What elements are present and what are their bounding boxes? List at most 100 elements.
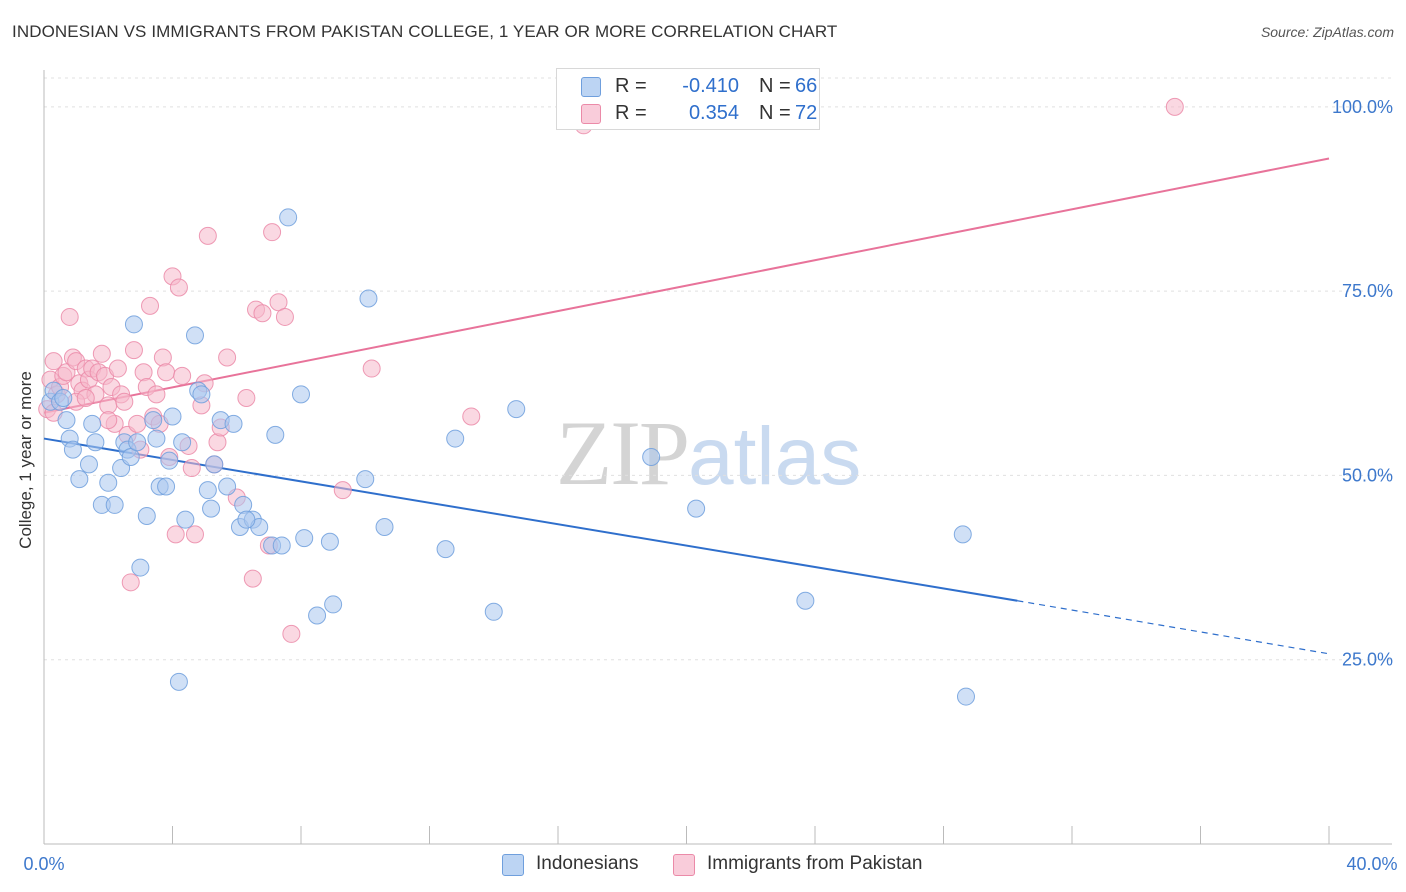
- legend-n-label: N =: [759, 75, 791, 97]
- indonesians-point: [234, 495, 253, 514]
- y-tick-label: 50.0%: [1342, 465, 1393, 485]
- indonesians-point: [324, 595, 343, 614]
- indonesians-point: [173, 433, 192, 452]
- indonesians-point: [953, 525, 972, 544]
- pakistan-point: [263, 223, 282, 242]
- pakistan-point: [153, 348, 172, 367]
- legend-n-value: 72: [795, 102, 818, 124]
- y-axis-label: College, 1 year or more: [16, 371, 35, 549]
- pakistan-point: [134, 363, 153, 382]
- indonesians-point: [147, 429, 166, 448]
- pakistan-point: [141, 296, 160, 315]
- pakistan-point: [76, 389, 95, 408]
- indonesians-point: [131, 558, 150, 577]
- x-tick-label-left: 0.0%: [23, 854, 64, 874]
- indonesians-point: [642, 448, 661, 466]
- trend-line-indonesians-extension: [1017, 600, 1330, 655]
- pakistan-point: [243, 569, 262, 588]
- legend-swatch-blue: [502, 854, 524, 876]
- source-label: Source: ZipAtlas.com: [1260, 24, 1394, 40]
- watermark-atlas: atlas: [688, 411, 862, 502]
- watermark: ZIPatlas: [556, 400, 861, 506]
- indonesians-point: [192, 385, 211, 404]
- axes: [43, 70, 1392, 845]
- indonesians-point: [272, 536, 291, 555]
- indonesians-point: [308, 606, 327, 625]
- pakistan-point: [92, 344, 111, 363]
- indonesians-point: [295, 529, 314, 548]
- indonesians-point: [279, 208, 298, 227]
- indonesians-point: [687, 499, 706, 518]
- indonesians-point: [124, 315, 143, 334]
- indonesians-point: [202, 499, 221, 518]
- indonesians-point: [224, 414, 243, 433]
- pakistan-point: [124, 341, 143, 360]
- indonesians-point: [956, 687, 975, 706]
- y-tick-label: 100.0%: [1332, 97, 1393, 117]
- pakistan-point: [128, 414, 147, 433]
- indonesians-point: [436, 540, 455, 559]
- pakistan-point: [60, 307, 79, 326]
- series-pakistan-points: [38, 97, 1184, 643]
- indonesians-point: [185, 326, 204, 345]
- trend-lines: [43, 157, 1330, 655]
- pakistan-point: [182, 459, 201, 478]
- indonesians-point: [205, 455, 224, 474]
- legend-r-value: 0.354: [688, 102, 739, 124]
- indonesians-point: [57, 411, 76, 430]
- indonesians-point: [83, 414, 102, 433]
- pakistan-point: [282, 624, 301, 643]
- indonesians-point: [796, 591, 815, 610]
- indonesians-point: [198, 481, 217, 500]
- indonesians-point: [266, 425, 285, 444]
- indonesians-point: [137, 506, 156, 525]
- legend-label: Immigrants from Pakistan: [707, 853, 923, 874]
- tick-labels: 25.0% 50.0% 75.0% 100.0% 0.0% 40.0%: [23, 97, 1397, 874]
- indonesians-point: [86, 433, 105, 452]
- pakistan-point: [333, 481, 352, 500]
- indonesians-point: [218, 477, 237, 496]
- pakistan-point: [253, 304, 272, 323]
- indonesians-point: [105, 495, 124, 514]
- legend-swatch-pink: [581, 104, 601, 124]
- pakistan-point: [108, 359, 127, 378]
- pakistan-point: [275, 307, 294, 326]
- correlation-legend: R = -0.410 N = 66 R = 0.354 N = 72: [556, 68, 820, 130]
- indonesians-point: [160, 451, 179, 470]
- x-tick-label-right: 40.0%: [1346, 854, 1397, 874]
- indonesians-point: [128, 433, 147, 452]
- chart-title: INDONESIAN VS IMMIGRANTS FROM PAKISTAN C…: [12, 22, 838, 41]
- pakistan-point: [169, 278, 188, 297]
- grid-lines: [44, 77, 1392, 661]
- indonesians-point: [292, 385, 310, 404]
- indonesians-point: [484, 602, 503, 621]
- legend-r-value: -0.410: [682, 75, 739, 97]
- legend-r-label: R =: [615, 102, 647, 124]
- indonesians-point: [176, 510, 195, 529]
- pakistan-point: [185, 525, 204, 544]
- indonesians-point: [320, 532, 339, 551]
- indonesians-point: [163, 407, 182, 426]
- indonesians-point: [356, 470, 375, 489]
- indonesians-point: [157, 477, 176, 496]
- indonesians-point: [144, 411, 163, 430]
- indonesians-point: [375, 518, 394, 537]
- indonesians-point: [359, 289, 378, 308]
- pakistan-point: [462, 407, 481, 426]
- legend-swatch-blue: [581, 77, 601, 97]
- pakistan-point: [115, 392, 134, 411]
- indonesians-point: [63, 440, 82, 459]
- trend-line-pakistan: [43, 157, 1330, 414]
- pakistan-point: [99, 411, 118, 430]
- legend-n-label: N =: [759, 102, 791, 124]
- pakistan-point: [237, 389, 256, 408]
- pakistan-point: [166, 525, 185, 544]
- legend-label: Indonesians: [536, 853, 639, 874]
- indonesians-point: [70, 470, 89, 489]
- watermark-zip: ZIP: [556, 402, 690, 504]
- pakistan-point: [362, 359, 381, 378]
- pakistan-point: [157, 363, 176, 382]
- indonesians-point: [54, 389, 73, 408]
- pakistan-point: [173, 366, 192, 385]
